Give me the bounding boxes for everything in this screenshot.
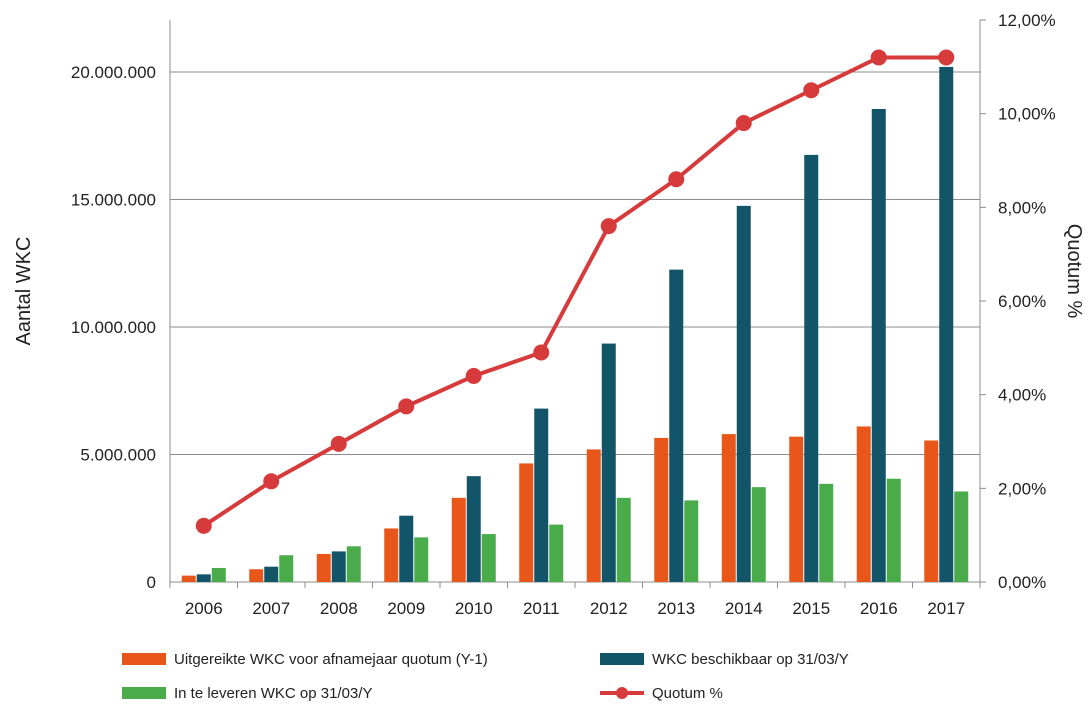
bar-in-te-leveren xyxy=(346,546,361,582)
bar-in-te-leveren xyxy=(549,524,564,582)
bar-uitgereikte xyxy=(924,440,939,582)
bar-in-te-leveren xyxy=(279,555,294,582)
bar-in-te-leveren xyxy=(886,478,901,582)
legend-label: WKC beschikbaar op 31/03/Y xyxy=(652,651,849,668)
bar-in-te-leveren xyxy=(481,534,496,582)
bar-beschikbaar xyxy=(736,205,751,582)
quotum-point xyxy=(870,49,887,66)
legend-marker xyxy=(616,687,628,699)
y-axis-right-title: Quotum % xyxy=(1063,224,1085,319)
legend-swatch xyxy=(122,687,166,699)
bar-in-te-leveren xyxy=(751,487,766,582)
y-right-tick-label: 2,00% xyxy=(998,479,1046,498)
bar-uitgereikte xyxy=(586,449,601,582)
quotum-point xyxy=(263,473,280,490)
legend-swatch xyxy=(122,653,166,665)
bar-uitgereikte xyxy=(249,569,264,582)
legend-label: In te leveren WKC op 31/03/Y xyxy=(174,685,372,702)
quotum-point xyxy=(668,171,685,188)
x-tick-label: 2017 xyxy=(927,599,965,618)
x-tick-label: 2016 xyxy=(860,599,898,618)
legend-label: Uitgereikte WKC voor afnamejaar quotum (… xyxy=(174,651,488,668)
bar-in-te-leveren xyxy=(211,567,226,582)
quotum-point xyxy=(600,218,617,235)
y-right-tick-label: 12,00% xyxy=(998,11,1056,30)
y-left-tick-label: 5.000.000 xyxy=(80,446,156,465)
bar-uitgereikte xyxy=(721,434,736,582)
bar-beschikbaar xyxy=(939,66,954,582)
x-tick-label: 2006 xyxy=(185,599,223,618)
y-left-tick-label: 20.000.000 xyxy=(71,63,156,82)
bar-in-te-leveren xyxy=(684,500,699,582)
bar-in-te-leveren xyxy=(616,497,631,582)
y-left-tick-label: 0 xyxy=(147,573,156,592)
bar-uitgereikte xyxy=(856,426,871,582)
quotum-point xyxy=(533,344,550,361)
bar-beschikbaar xyxy=(331,551,346,582)
bar-uitgereikte xyxy=(384,528,399,582)
bar-uitgereikte xyxy=(181,575,196,582)
bar-beschikbaar xyxy=(264,566,279,582)
bar-uitgereikte xyxy=(519,463,534,582)
y-right-tick-label: 0,00% xyxy=(998,573,1046,592)
x-tick-label: 2015 xyxy=(792,599,830,618)
quotum-point xyxy=(398,398,415,415)
quotum-point xyxy=(195,517,212,534)
x-tick-label: 2011 xyxy=(523,599,560,618)
bar-in-te-leveren xyxy=(954,491,969,582)
quotum-point xyxy=(803,82,820,99)
bar-beschikbaar xyxy=(804,154,819,582)
bar-beschikbaar xyxy=(601,343,616,582)
bar-in-te-leveren xyxy=(819,483,834,582)
bar-uitgereikte xyxy=(316,553,331,582)
bar-beschikbaar xyxy=(534,408,549,582)
bar-beschikbaar xyxy=(466,476,481,582)
y-right-tick-label: 6,00% xyxy=(998,292,1046,311)
x-tick-label: 2013 xyxy=(657,599,695,618)
quotum-line xyxy=(202,55,947,528)
x-tick-label: 2012 xyxy=(590,599,628,618)
quotum-point xyxy=(735,115,752,132)
bar-in-te-leveren xyxy=(414,537,429,582)
y-right-tick-label: 4,00% xyxy=(998,386,1046,405)
bar-beschikbaar xyxy=(399,515,414,582)
x-tick-label: 2008 xyxy=(320,599,358,618)
y-left-tick-label: 15.000.000 xyxy=(71,191,156,210)
legend-swatch xyxy=(600,653,644,665)
y-right-tick-label: 8,00% xyxy=(998,198,1046,217)
quotum-point xyxy=(465,367,482,384)
x-tick-label: 2009 xyxy=(387,599,425,618)
y-left-tick-label: 10.000.000 xyxy=(71,318,156,337)
legend-label: Quotum % xyxy=(652,685,723,702)
bar-beschikbaar xyxy=(871,108,886,582)
quotum-point xyxy=(330,435,347,452)
bar-beschikbaar xyxy=(196,574,211,582)
bar-beschikbaar xyxy=(669,269,684,582)
x-tick-label: 2014 xyxy=(725,599,763,618)
x-tick-label: 2007 xyxy=(252,599,290,618)
x-tick-label: 2010 xyxy=(455,599,493,618)
y-axis-left-title: Aantal WKC xyxy=(13,237,35,346)
bar-uitgereikte xyxy=(789,436,804,582)
y-right-tick-label: 10,00% xyxy=(998,105,1056,124)
bar-uitgereikte xyxy=(654,437,669,582)
quotum-point xyxy=(938,49,955,66)
bar-uitgereikte xyxy=(451,497,466,582)
